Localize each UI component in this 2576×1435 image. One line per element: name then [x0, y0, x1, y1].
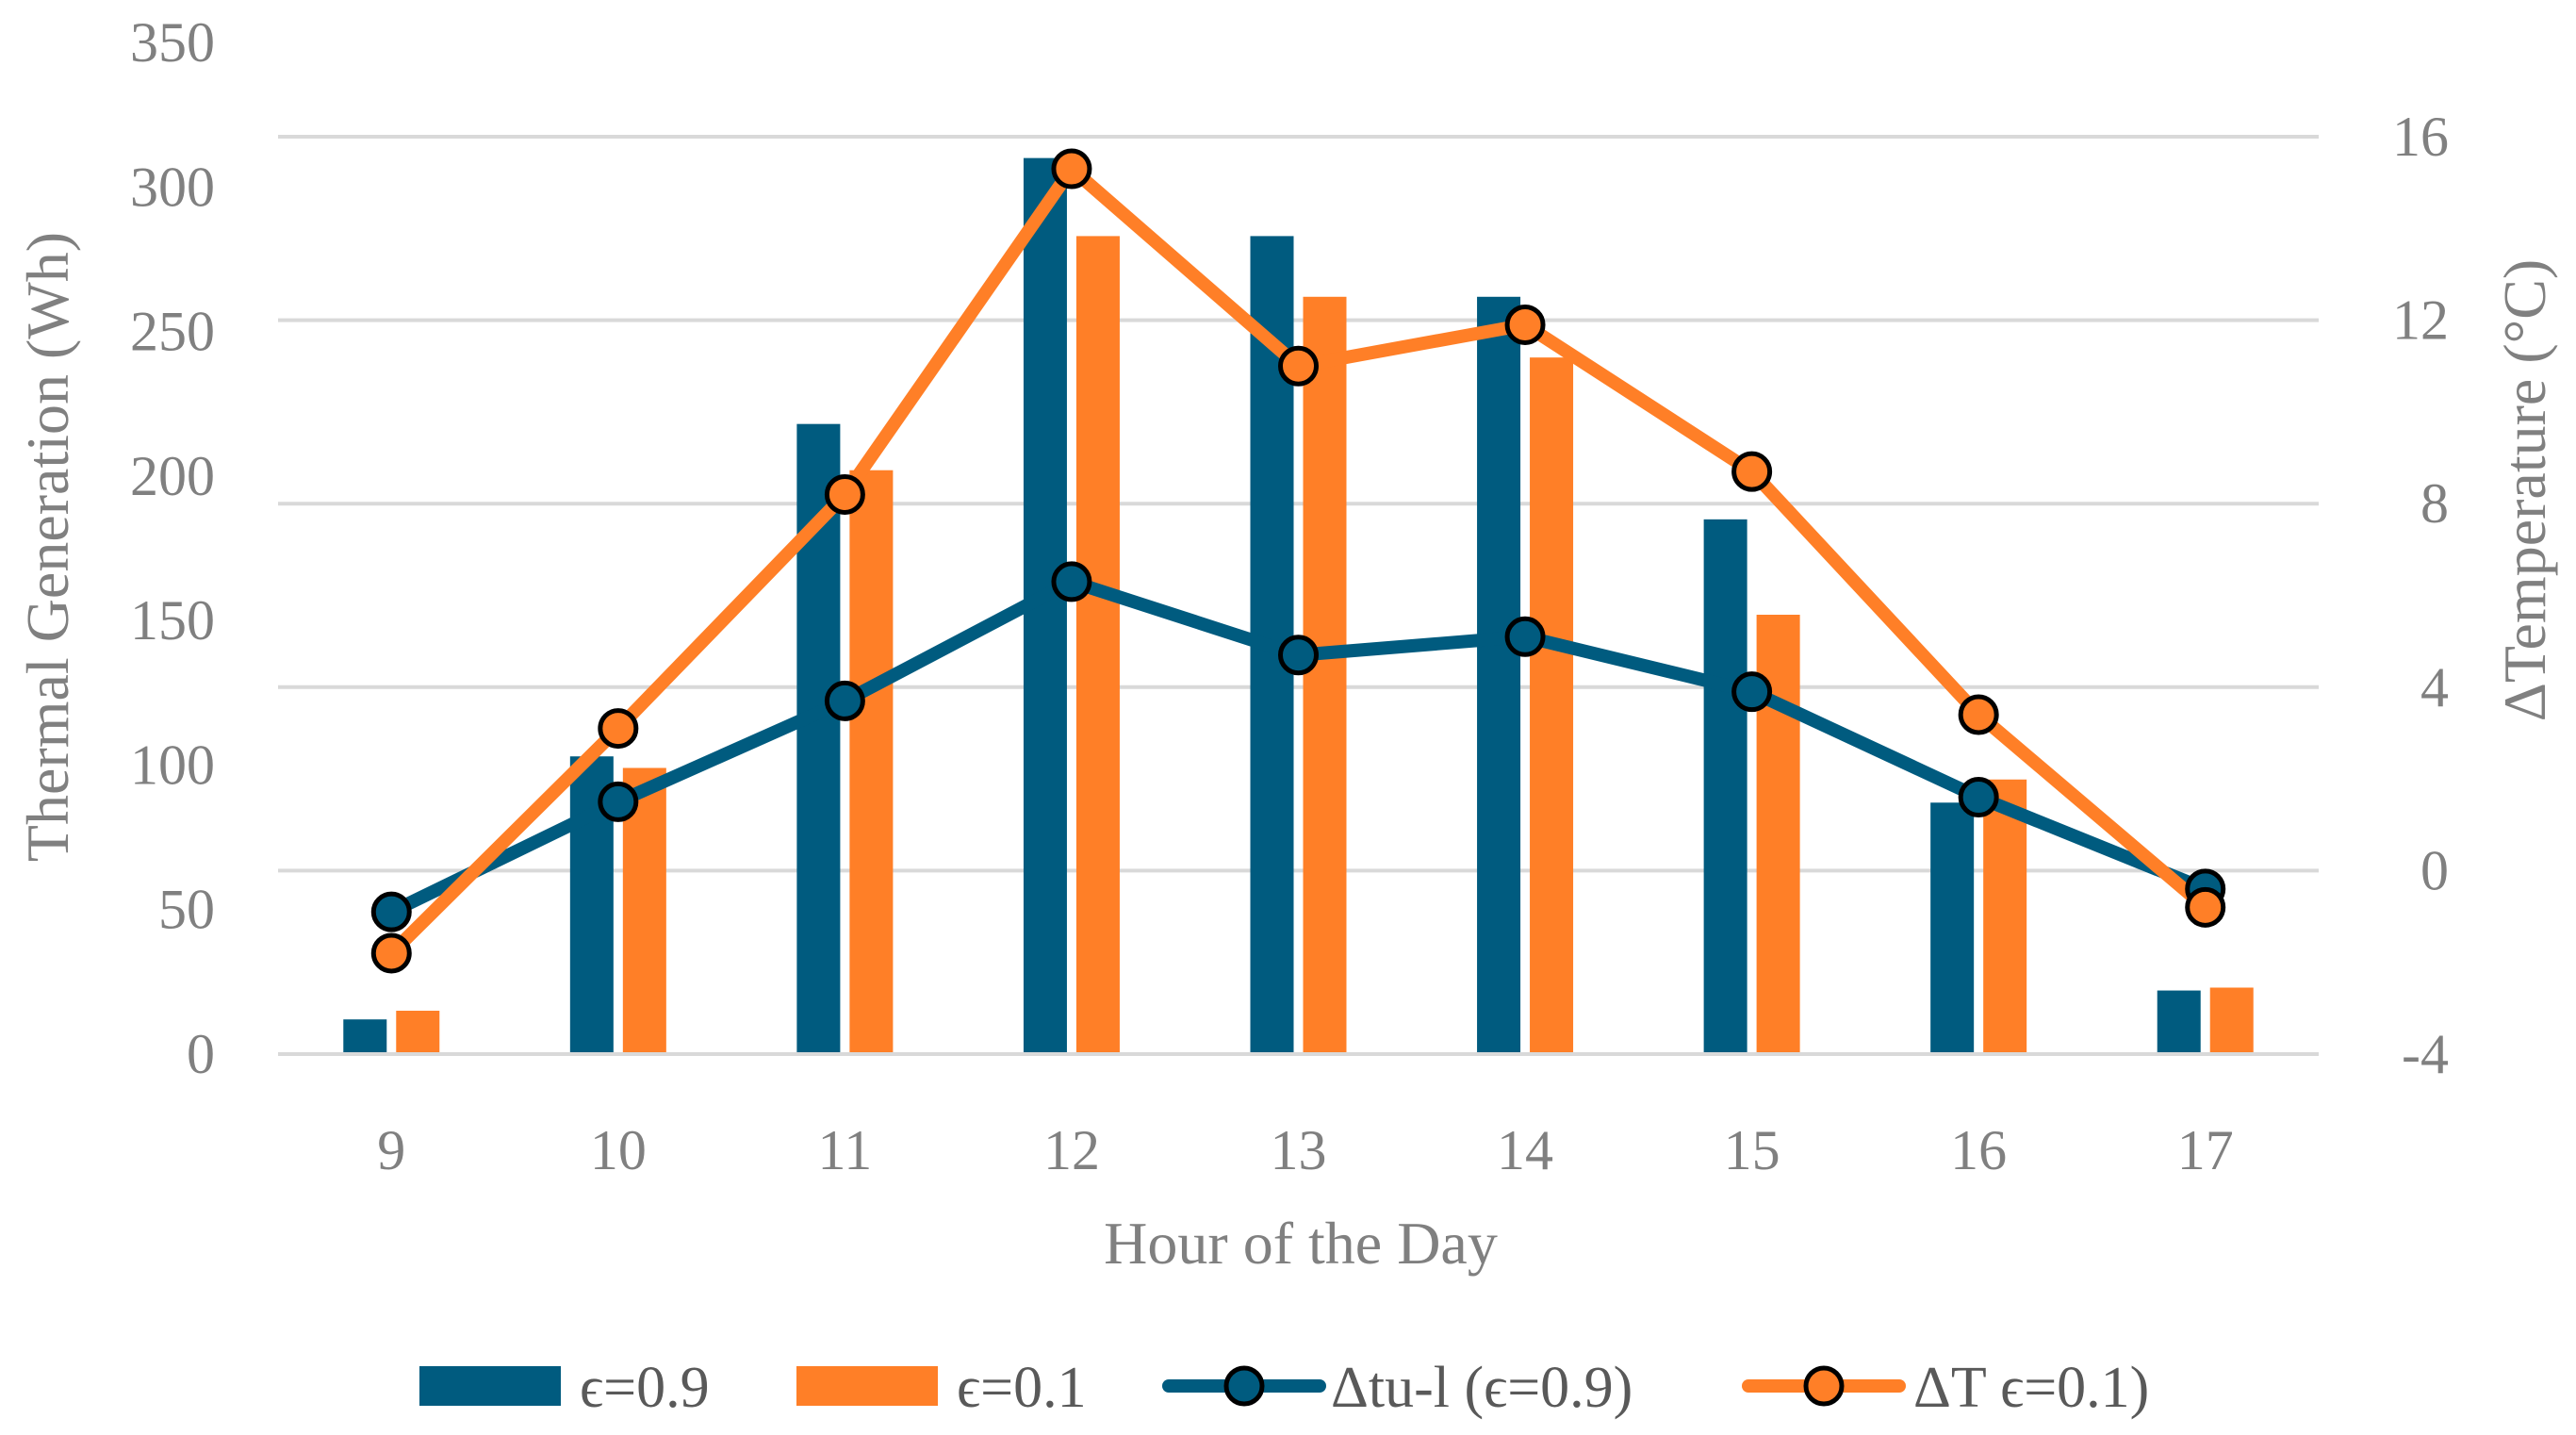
- x-tick-label: 15: [1724, 1119, 1780, 1181]
- bar-eps01: [849, 470, 894, 1054]
- x-tick-label: 16: [1950, 1119, 2007, 1181]
- marker-dtul: [1958, 777, 1999, 818]
- bar-eps01: [1075, 236, 1120, 1055]
- y-tick-label: 200: [130, 445, 215, 507]
- marker-dtul: [1731, 671, 1773, 713]
- y-axis-title: Thermal Generation (Wh): [14, 232, 81, 862]
- marker-dt: [1958, 694, 1999, 735]
- marker-dt: [1731, 451, 1773, 492]
- legend-swatch-eps09-bar: [419, 1366, 561, 1406]
- marker-dt: [2185, 886, 2226, 928]
- legend: ϵ=0.9 ϵ=0.1 Δtu-l (ϵ=0.9) ΔT ϵ=0.1): [419, 1356, 2149, 1420]
- marker-dt: [824, 473, 865, 515]
- bar-eps09: [1703, 519, 1747, 1054]
- legend-label-eps09-bar: ϵ=0.9: [580, 1356, 710, 1420]
- legend-marker-dt: [1803, 1365, 1845, 1407]
- y-tick-label: 0: [187, 1023, 215, 1085]
- bar-eps09: [2157, 990, 2201, 1054]
- bar-eps09: [343, 1019, 387, 1054]
- marker-dtul: [1504, 616, 1546, 657]
- y2-tick-label: -4: [2402, 1023, 2449, 1085]
- marker-dtul: [370, 891, 412, 932]
- x-tick-label: 10: [590, 1119, 647, 1181]
- marker-dtul: [824, 680, 865, 721]
- bar-eps01: [396, 1011, 440, 1054]
- y2-tick-label: 4: [2420, 656, 2449, 718]
- marker-dtul: [598, 781, 639, 822]
- marker-dtul: [1051, 561, 1092, 602]
- y-tick-label: 50: [158, 879, 215, 941]
- y-tick-label: 300: [130, 156, 215, 218]
- legend-marker-dtul: [1223, 1365, 1265, 1407]
- lines: [370, 148, 2226, 974]
- marker-dt: [1051, 148, 1092, 190]
- y-tick-label: 350: [130, 11, 215, 74]
- bar-eps01: [1303, 296, 1347, 1055]
- x-tick-label: 11: [817, 1119, 872, 1181]
- marker-dt: [370, 932, 412, 974]
- y-tick-label: 250: [130, 301, 215, 363]
- x-axis-title: Hour of the Day: [1104, 1210, 1498, 1277]
- y-tick-label: 100: [130, 734, 215, 796]
- marker-dt: [1278, 345, 1319, 387]
- marker-dtul: [1278, 635, 1319, 676]
- bar-eps01: [1983, 779, 2027, 1054]
- y2-tick-label: 12: [2392, 289, 2449, 352]
- x-tick-label: 17: [2177, 1119, 2234, 1181]
- y2-tick-label: 16: [2392, 106, 2449, 168]
- x-tick-label: 14: [1497, 1119, 1553, 1181]
- y2-tick-label: 0: [2420, 839, 2449, 901]
- bar-eps09: [1477, 296, 1521, 1055]
- bar-eps09: [1930, 802, 1975, 1054]
- legend-label-dtul: Δtu-l (ϵ=0.9): [1331, 1356, 1633, 1420]
- bar-eps01: [1530, 357, 1574, 1055]
- legend-label-eps01-bar: ϵ=0.1: [957, 1356, 1087, 1420]
- legend-label-dt: ΔT ϵ=0.1): [1913, 1356, 2149, 1420]
- marker-dt: [598, 708, 639, 750]
- x-tick-label: 9: [377, 1119, 405, 1181]
- marker-dt: [1504, 304, 1546, 345]
- bar-eps01: [2209, 987, 2254, 1054]
- axis-ticks: 0 50 100 150 200 250 300 350 -4 0 4 8 12 16 9 10 11 12 13 1…: [130, 11, 2449, 1181]
- legend-swatch-eps01-bar: [796, 1366, 938, 1406]
- y2-axis-title: ΔTemperature (°C): [2491, 259, 2558, 722]
- y2-tick-label: 8: [2420, 472, 2449, 535]
- bars: [343, 157, 2254, 1055]
- y-tick-label: 150: [130, 589, 215, 652]
- x-tick-label: 12: [1043, 1119, 1100, 1181]
- x-tick-label: 13: [1271, 1119, 1327, 1181]
